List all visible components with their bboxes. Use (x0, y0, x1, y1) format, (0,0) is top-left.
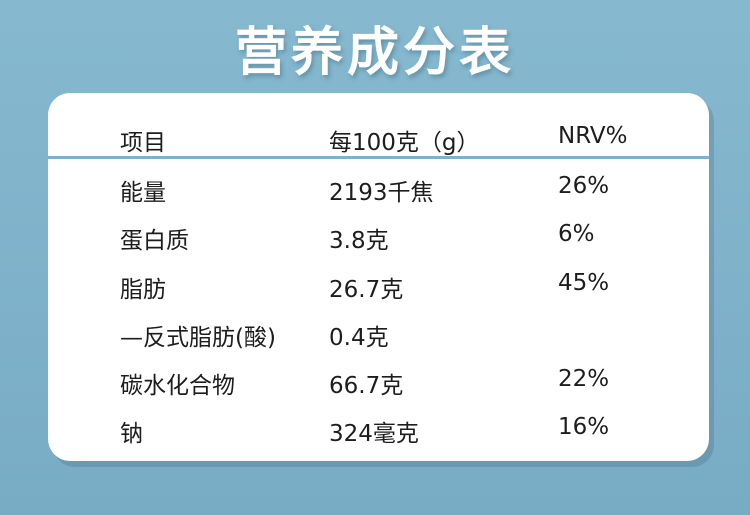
row-nrv: 16% (558, 414, 610, 441)
row-per-100g: 2193千焦 (329, 180, 434, 206)
row-per-100g: 3.8克 (329, 228, 389, 255)
page-title: 营养成分表 (234, 23, 515, 83)
nutrition-table: 项目 每100克（g） NRV% 能量 2193千焦 26% 蛋白质 3.8克 … (48, 93, 709, 461)
row-item: 蛋白质 (120, 228, 189, 255)
table-row: 能量 2193千焦 26% (48, 159, 709, 207)
header-nrv: NRV% (558, 123, 628, 149)
row-nrv: 22% (558, 366, 610, 393)
row-item: —反式脂肪(酸) (120, 324, 276, 351)
table-row: 脂肪 26.7克 45% (48, 256, 709, 304)
header-per-100g: 每100克（g） (329, 130, 480, 156)
table-row: 蛋白质 3.8克 6% (48, 207, 709, 255)
row-per-100g: 0.4克 (329, 324, 389, 351)
row-per-100g: 26.7克 (329, 276, 404, 303)
table-row: —反式脂肪(酸) 0.4克 (48, 304, 709, 352)
row-nrv: 26% (558, 173, 610, 199)
table-header-row: 项目 每100克（g） NRV% (48, 93, 709, 159)
header-item: 项目 (120, 130, 166, 156)
row-item: 钠 (120, 421, 143, 448)
row-item: 碳水化合物 (120, 373, 235, 400)
row-item: 脂肪 (120, 276, 166, 303)
row-per-100g: 66.7克 (329, 373, 404, 400)
row-item: 能量 (120, 180, 166, 206)
table-body: 能量 2193千焦 26% 蛋白质 3.8克 6% 脂肪 26.7克 45% —… (48, 159, 709, 449)
table-row: 碳水化合物 66.7克 22% (48, 352, 709, 400)
row-per-100g: 324毫克 (329, 421, 419, 448)
row-nrv: 45% (558, 269, 610, 296)
table-row: 钠 324毫克 16% (48, 400, 709, 448)
row-nrv: 6% (558, 221, 595, 248)
